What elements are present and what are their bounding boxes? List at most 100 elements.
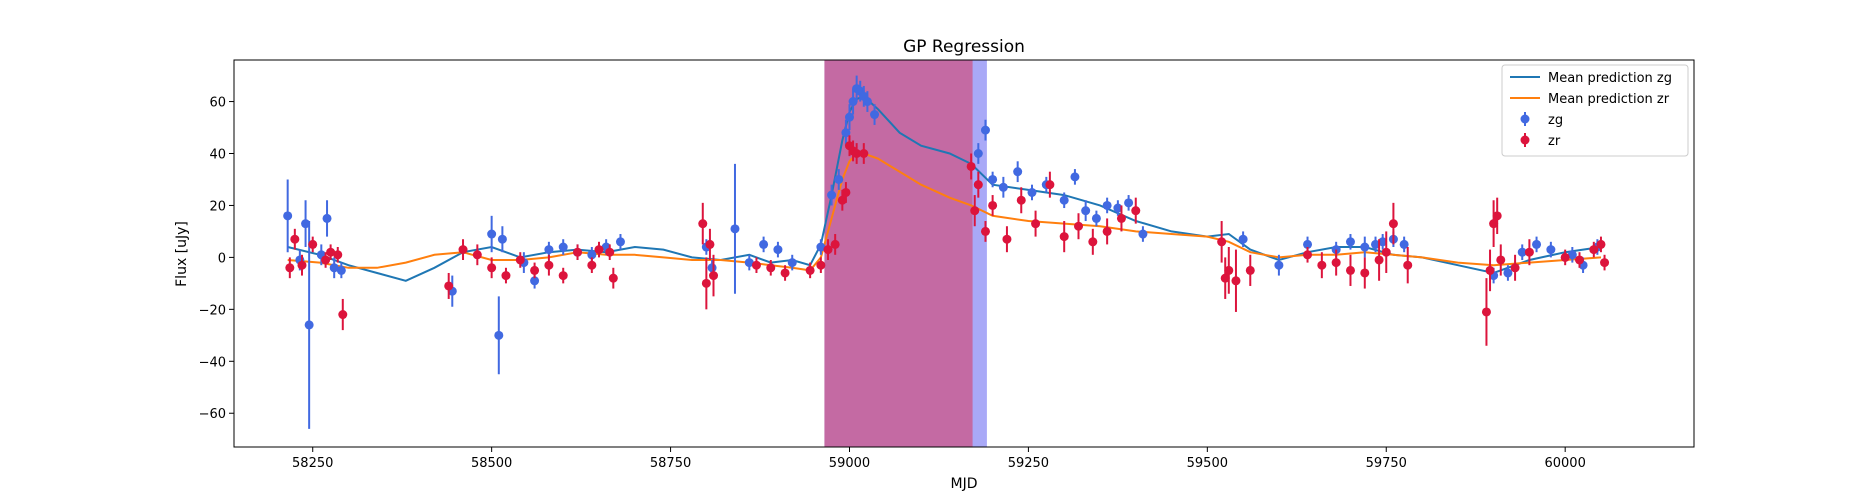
- x-tick-label: 59000: [829, 456, 870, 471]
- zr-point: [1388, 219, 1398, 229]
- zr-point: [701, 278, 711, 288]
- y-axis-ticks: −60 −40 −20 0 20 40 60: [199, 96, 234, 422]
- zg-point: [494, 330, 504, 340]
- zr-point: [1102, 226, 1112, 236]
- zr-point: [751, 260, 761, 270]
- zr-point: [780, 268, 790, 278]
- zg-point: [1399, 239, 1409, 249]
- data-points: [283, 75, 1610, 429]
- zr-point: [966, 161, 976, 171]
- zg-point: [587, 250, 597, 260]
- y-tick-label: 40: [209, 148, 226, 163]
- zg-point: [1081, 206, 1091, 216]
- zg-point: [615, 237, 625, 247]
- zg-point: [1124, 198, 1134, 208]
- plot-frame: [233, 59, 1695, 448]
- zr-point: [1031, 219, 1041, 229]
- zr-point: [1481, 307, 1491, 317]
- zr-point: [859, 149, 869, 159]
- zr-point: [805, 265, 815, 275]
- x-axis-label: MJD: [951, 476, 978, 492]
- zr-point: [308, 239, 318, 249]
- zg-point: [1113, 203, 1123, 213]
- y-tick-label: −20: [199, 303, 226, 318]
- x-tick-label: 59750: [1366, 456, 1407, 471]
- zr-point: [1074, 221, 1084, 231]
- zg-point: [1238, 234, 1248, 244]
- zg-point: [1070, 172, 1080, 182]
- legend-swatch-point: [1520, 114, 1530, 124]
- zr-point: [1489, 219, 1499, 229]
- zr-point: [709, 271, 719, 281]
- zg-point: [301, 219, 311, 229]
- x-tick-label: 58750: [650, 456, 691, 471]
- legend-swatch-point: [1520, 135, 1530, 145]
- zr-point: [1231, 276, 1241, 286]
- zg-point: [1102, 200, 1112, 210]
- zg-point: [744, 258, 754, 268]
- zr-point: [594, 245, 604, 255]
- y-tick-label: 0: [218, 251, 226, 266]
- y-tick-label: −60: [199, 407, 226, 422]
- zr-point: [1303, 250, 1313, 260]
- zg-point: [1091, 213, 1101, 223]
- zg-point: [530, 276, 540, 286]
- zr-point: [766, 263, 776, 273]
- zr-point: [1600, 258, 1610, 268]
- zr-point: [285, 263, 295, 273]
- legend-label: Mean prediction zg: [1548, 71, 1672, 86]
- legend: Mean prediction zg Mean prediction zr zg zr: [1501, 64, 1689, 157]
- zr-point: [326, 247, 336, 257]
- zr-point: [1088, 237, 1098, 247]
- zg-point: [1567, 250, 1577, 260]
- y-tick-label: −40: [199, 355, 226, 370]
- y-axis-label: Flux [uJy]: [174, 221, 190, 287]
- zg-point: [841, 128, 851, 138]
- zr-point: [1360, 268, 1370, 278]
- zr-point: [1045, 180, 1055, 190]
- zr-point: [1217, 237, 1227, 247]
- zr-point: [1220, 273, 1230, 283]
- zr-point: [988, 200, 998, 210]
- zg-point: [322, 213, 332, 223]
- zg-point: [844, 112, 854, 122]
- zg-point: [544, 245, 554, 255]
- zg-point: [773, 245, 783, 255]
- zr-point: [1345, 265, 1355, 275]
- zg-point: [973, 149, 983, 159]
- zr-point: [1374, 255, 1384, 265]
- zg-point: [730, 224, 740, 234]
- zr-point: [605, 247, 615, 257]
- zg-point: [1138, 229, 1148, 239]
- zg-point: [1027, 187, 1037, 197]
- zr-point: [1331, 258, 1341, 268]
- zg-point: [304, 320, 314, 330]
- zg-point: [336, 265, 346, 275]
- zg-point: [827, 190, 837, 200]
- zg-point: [1371, 239, 1381, 249]
- zr-point: [515, 255, 525, 265]
- zr-point: [333, 250, 343, 260]
- zg-point: [1059, 195, 1069, 205]
- zr-point: [501, 271, 511, 281]
- zg-point: [1360, 242, 1370, 252]
- zr-point: [698, 219, 708, 229]
- zg-point: [497, 234, 507, 244]
- zr-point: [841, 187, 851, 197]
- zg-point: [1546, 245, 1556, 255]
- legend-label: zr: [1548, 134, 1561, 149]
- zr-point: [1131, 206, 1141, 216]
- legend-box: [1501, 64, 1689, 157]
- zr-point: [444, 281, 454, 291]
- zg-point: [1503, 268, 1513, 278]
- zg-point: [1013, 167, 1023, 177]
- zr-point: [297, 260, 307, 270]
- zg-point: [998, 182, 1008, 192]
- zr-point: [487, 263, 497, 273]
- zr-point: [472, 250, 482, 260]
- zr-point: [1510, 263, 1520, 273]
- zg-point: [558, 242, 568, 252]
- zr-point: [587, 260, 597, 270]
- zr-point: [1574, 255, 1584, 265]
